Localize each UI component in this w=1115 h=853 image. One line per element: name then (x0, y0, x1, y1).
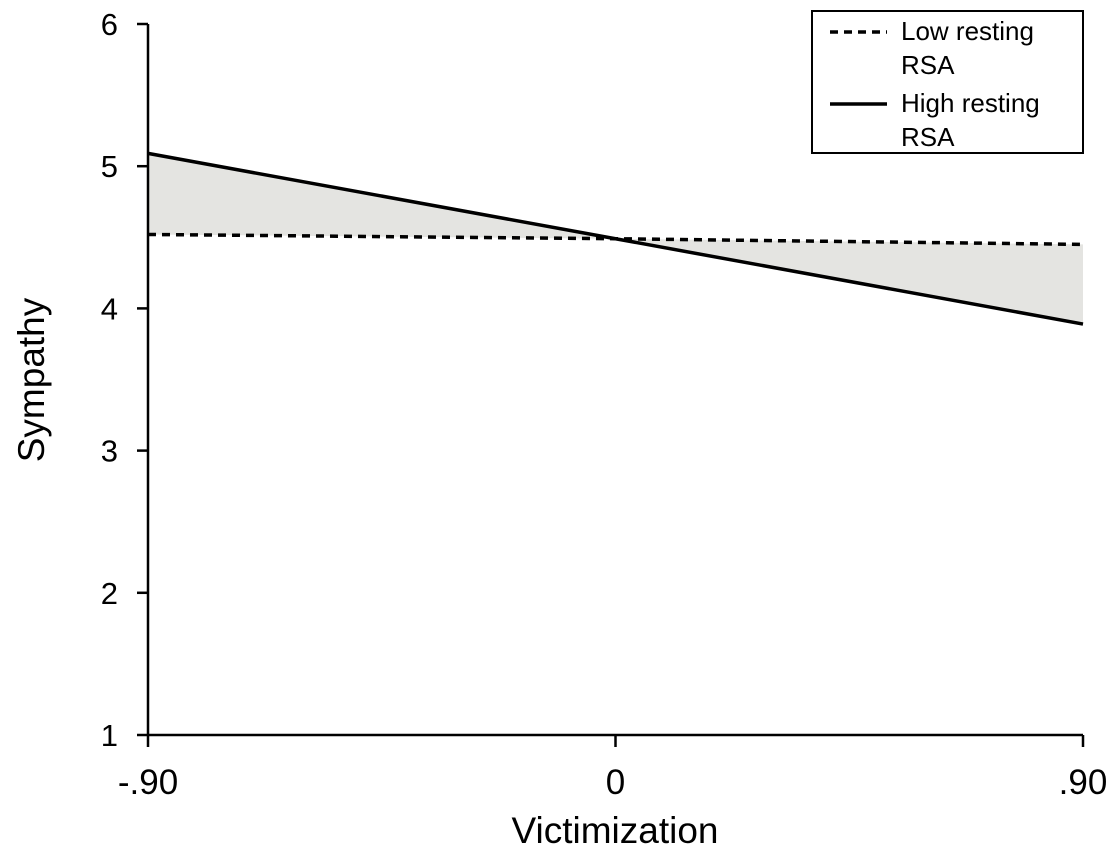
x-tick-label: .90 (1059, 763, 1108, 802)
y-tick-label: 1 (101, 718, 118, 753)
x-ticks: -.90 0 .90 (118, 735, 1107, 802)
legend: Low resting RSA High resting RSA (811, 10, 1084, 154)
x-tick-label: 0 (606, 763, 625, 802)
y-tick-label: 2 (101, 576, 118, 611)
legend-label-low-resting-rsa-line-2: RSA (901, 50, 955, 80)
y-tick-label: 3 (101, 434, 118, 469)
series-line-high-resting-rsa (147, 151, 1084, 326)
x-axis-title: Victimization (511, 810, 718, 851)
y-tick-label: 6 (101, 7, 118, 42)
legend-label-low-resting-rsa-line-1: Low resting (901, 16, 1034, 46)
legend-label-high-resting-rsa-line-2: RSA (901, 122, 955, 152)
y-tick-label: 4 (101, 291, 118, 326)
y-axis-title: Sympathy (11, 297, 52, 462)
y-tick-label: 5 (101, 149, 118, 184)
legend-label-high-resting-rsa-line-1: High resting (901, 88, 1040, 118)
x-tick-label: -.90 (118, 763, 178, 802)
y-ticks: 1 2 3 4 5 6 (101, 7, 148, 753)
legend-box (811, 10, 1084, 154)
series-lines-layer (147, 151, 1084, 326)
